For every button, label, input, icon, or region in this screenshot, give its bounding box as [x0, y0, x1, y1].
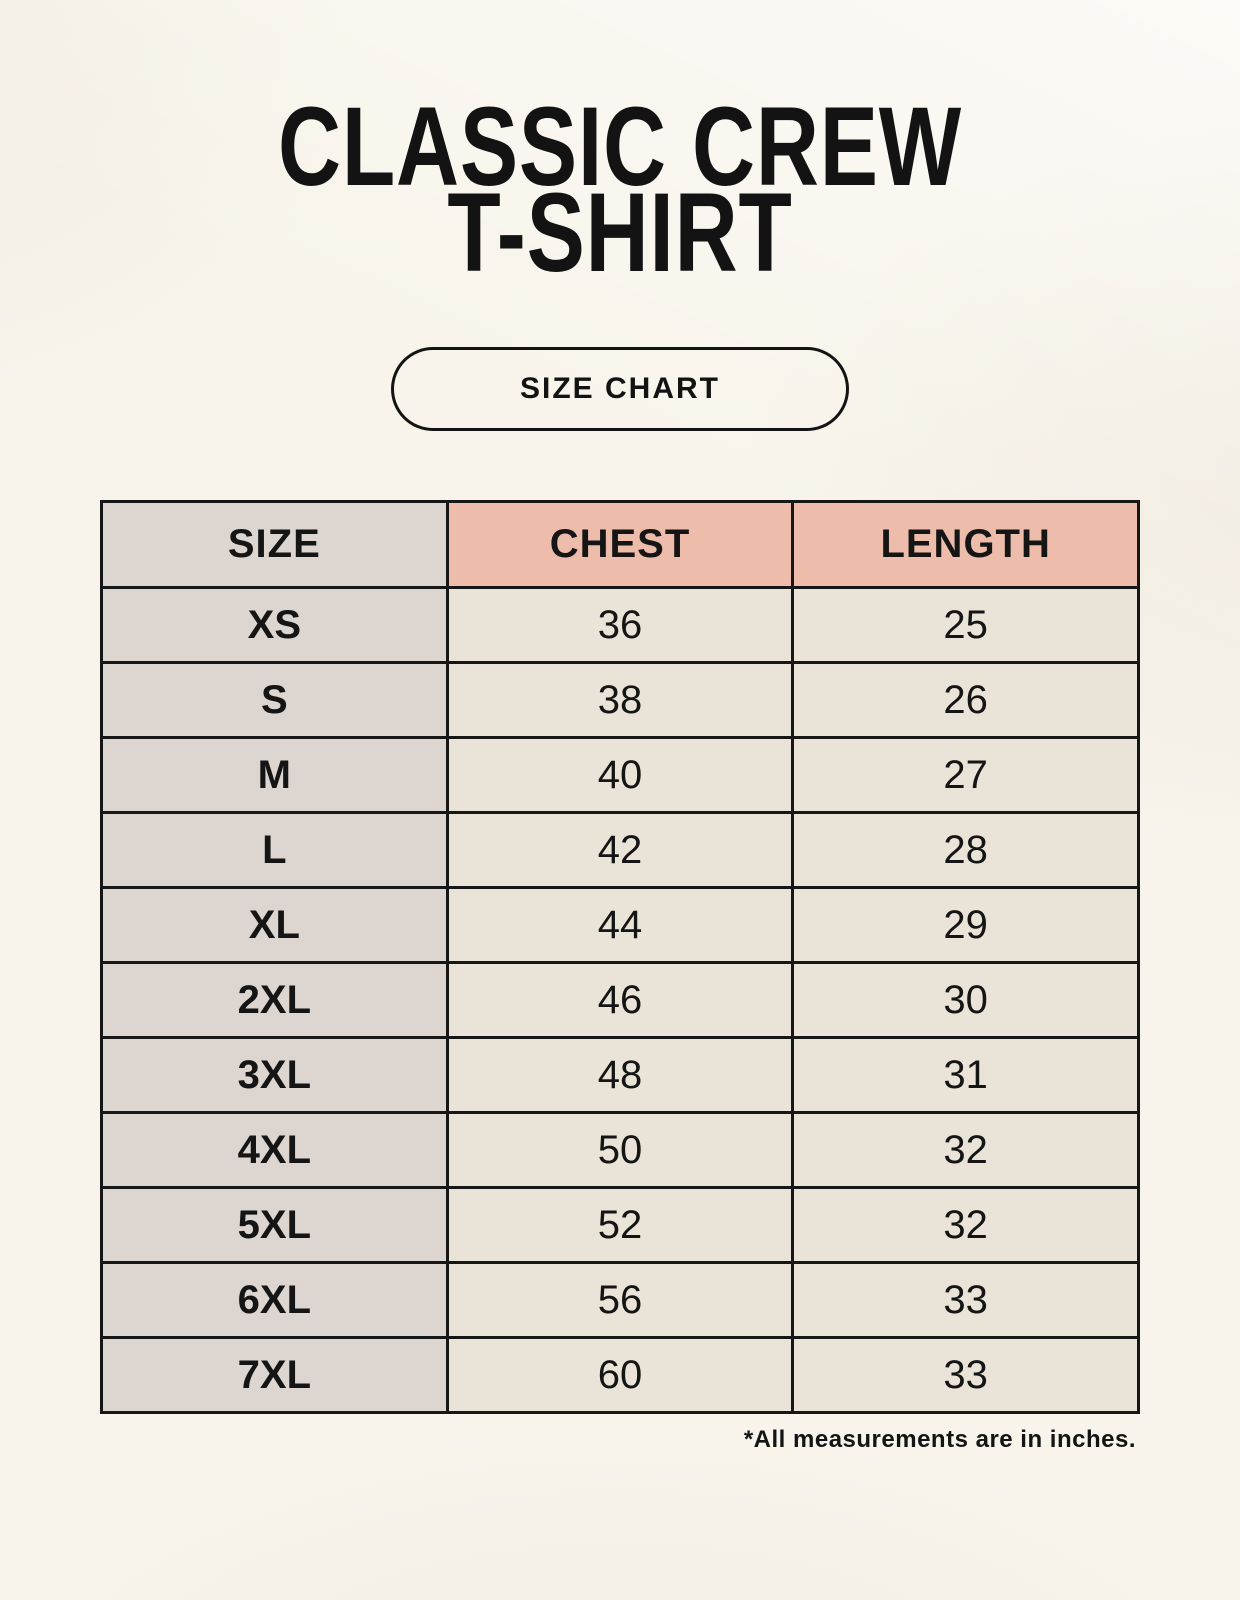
size-cell: 6XL [100, 1261, 449, 1339]
chest-cell: 46 [445, 961, 795, 1039]
length-cell: 32 [791, 1186, 1140, 1264]
length-cell: 30 [791, 961, 1140, 1039]
title-line-1: CLASSIC CREW [278, 84, 962, 209]
header-size: SIZE [100, 500, 449, 589]
chest-cell: 50 [445, 1111, 795, 1189]
length-cell: 33 [791, 1336, 1140, 1414]
table-row: S 38 26 [100, 661, 1140, 739]
page-title: CLASSIC CREW T-SHIRT [136, 0, 1103, 295]
size-cell: XL [100, 886, 449, 964]
table-row: XS 36 25 [100, 586, 1140, 664]
chest-cell: 42 [445, 811, 795, 889]
size-chart-badge-label: SIZE CHART [520, 372, 720, 405]
chest-cell: 44 [445, 886, 795, 964]
length-cell: 28 [791, 811, 1140, 889]
title-line-2: T-SHIRT [447, 170, 793, 295]
length-cell: 31 [791, 1036, 1140, 1114]
chest-cell: 40 [445, 736, 795, 814]
table-row: L 42 28 [100, 811, 1140, 889]
length-cell: 26 [791, 661, 1140, 739]
table-row: XL 44 29 [100, 886, 1140, 964]
size-cell: L [100, 811, 449, 889]
chest-cell: 52 [445, 1186, 795, 1264]
size-cell: S [100, 661, 449, 739]
chest-cell: 38 [445, 661, 795, 739]
size-chart-badge: SIZE CHART [391, 347, 849, 431]
length-cell: 25 [791, 586, 1140, 664]
chest-cell: 48 [445, 1036, 795, 1114]
length-cell: 29 [791, 886, 1140, 964]
table-row: 3XL 48 31 [100, 1036, 1140, 1114]
footnote: *All measurements are in inches. [743, 1426, 1136, 1453]
length-cell: 33 [791, 1261, 1140, 1339]
header-length: LENGTH [791, 500, 1140, 589]
size-cell: 5XL [100, 1186, 449, 1264]
size-cell: 4XL [100, 1111, 449, 1189]
size-cell: M [100, 736, 449, 814]
table-row: 2XL 46 30 [100, 961, 1140, 1039]
size-cell: XS [100, 586, 449, 664]
table-row: M 40 27 [100, 736, 1140, 814]
size-cell: 7XL [100, 1336, 449, 1414]
size-table: SIZE CHEST LENGTH XS 36 25 S 38 26 M 40 … [100, 500, 1140, 1414]
header-row: SIZE CHEST LENGTH [100, 500, 1140, 589]
chest-cell: 60 [445, 1336, 795, 1414]
size-table-container: SIZE CHEST LENGTH XS 36 25 S 38 26 M 40 … [100, 500, 1140, 1414]
chest-cell: 36 [445, 586, 795, 664]
length-cell: 32 [791, 1111, 1140, 1189]
length-cell: 27 [791, 736, 1140, 814]
header-chest: CHEST [445, 500, 795, 589]
chest-cell: 56 [445, 1261, 795, 1339]
table-row: 5XL 52 32 [100, 1186, 1140, 1264]
size-cell: 3XL [100, 1036, 449, 1114]
table-row: 6XL 56 33 [100, 1261, 1140, 1339]
table-row: 4XL 50 32 [100, 1111, 1140, 1189]
size-cell: 2XL [100, 961, 449, 1039]
table-row: 7XL 60 33 [100, 1336, 1140, 1414]
